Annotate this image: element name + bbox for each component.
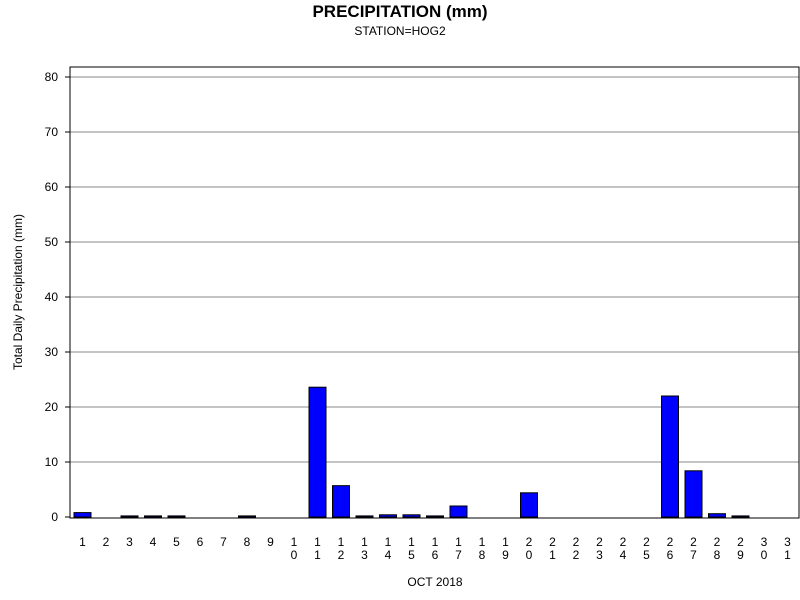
bar-day-3 xyxy=(120,515,139,518)
bar-day-28 xyxy=(708,513,726,518)
chart-title: PRECIPITATION (mm) xyxy=(312,2,487,21)
x-tick-label: 3 xyxy=(126,535,133,549)
x-tick-label: 7 xyxy=(220,535,227,549)
bar-day-29 xyxy=(731,515,750,518)
x-tick-label: 9 xyxy=(267,535,274,549)
y-axis-label: Total Daily Precipitation (mm) xyxy=(11,214,25,370)
x-tick-label: 4 xyxy=(150,535,157,549)
bar-day-11 xyxy=(308,386,327,518)
x-tick-label: 6 xyxy=(197,535,204,549)
y-tick-label: 30 xyxy=(45,345,59,359)
y-tick-label: 40 xyxy=(45,290,59,304)
x-tick-label: 5 xyxy=(173,535,180,549)
x-tick-label: 2 xyxy=(103,535,110,549)
bar-day-12 xyxy=(332,485,350,518)
bar-day-15 xyxy=(402,514,421,518)
x-axis-label: OCT 2018 xyxy=(407,575,462,589)
bars xyxy=(73,386,750,518)
x-axis-ticks: 1 2 3 4 5 6 7 8 9 1 01 11 21 31 41 51 61 71 81 92 02 12 22 32 42… xyxy=(79,535,791,562)
y-tick-label: 80 xyxy=(45,70,59,84)
bar-day-17 xyxy=(449,505,468,518)
bar-day-8 xyxy=(238,515,256,518)
y-axis-ticks: 0 10 20 30 40 50 60 70 80 xyxy=(45,70,70,524)
y-tick-label: 60 xyxy=(45,180,59,194)
plot-frame xyxy=(69,66,800,519)
bar-day-20 xyxy=(520,492,538,518)
bar-day-16 xyxy=(426,515,444,518)
bar-day-4 xyxy=(144,515,162,518)
bar-day-26 xyxy=(661,395,679,518)
bar-day-5 xyxy=(167,515,186,518)
bar-day-13 xyxy=(355,515,374,518)
y-tick-label: 10 xyxy=(45,455,59,469)
y-tick-label: 20 xyxy=(45,400,59,414)
chart-subtitle: STATION=HOG2 xyxy=(354,24,446,38)
bar-day-1 xyxy=(73,512,92,518)
x-tick-label: 1 xyxy=(79,535,86,549)
grid-lines xyxy=(70,76,799,463)
x-tick-label: 8 xyxy=(244,535,251,549)
bar-day-14 xyxy=(379,514,397,518)
y-tick-label: 70 xyxy=(45,125,59,139)
y-tick-label: 0 xyxy=(51,510,58,524)
y-tick-label: 50 xyxy=(45,235,59,249)
bar-day-27 xyxy=(684,470,703,518)
